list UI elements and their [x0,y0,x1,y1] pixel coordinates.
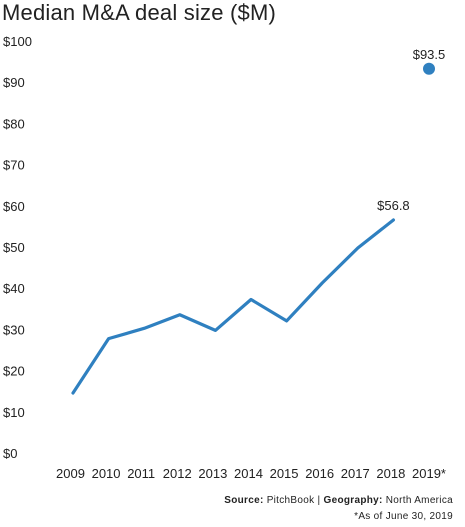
x-tick-label: 2017 [341,466,370,481]
chart-title: Median M&A deal size ($M) [2,0,276,25]
data-label: $93.5 [413,47,446,62]
x-tick-label: 2009 [56,466,85,481]
y-tick-label: $60 [3,199,25,214]
x-axis: 2009 2010 2011 2012 2013 2014 2015 2016 2017 2018… [56,466,446,481]
x-tick-label: 2010 [92,466,121,481]
x-tick-label: 2014 [234,466,263,481]
data-labels: $56.8 $93.5 [377,47,445,213]
y-tick-label: $40 [3,281,25,296]
data-point [423,62,435,75]
source-footnote: Source: PitchBook | Geography: North Ame… [224,495,453,506]
data-label: $56.8 [377,198,410,213]
y-tick-label: $90 [3,75,25,90]
x-tick-label: 2013 [198,466,227,481]
y-tick-label: $0 [3,446,17,461]
x-tick-label: 2012 [163,466,192,481]
geography-value: North America [385,495,453,506]
x-tick-label: 2018 [376,466,405,481]
x-tick-label: 2015 [270,466,299,481]
x-tick-label: 2016 [305,466,334,481]
y-tick-label: $20 [3,364,25,379]
y-tick-label: $80 [3,116,25,131]
x-tick-label: 2011 [127,466,155,481]
source-value: PitchBook [266,495,315,506]
geography-label: Geography: [323,495,383,506]
series-line [71,218,395,395]
y-tick-label: $10 [3,405,25,420]
series [71,62,435,395]
y-tick-label: $50 [3,240,25,255]
x-tick-label: 2019* [412,466,446,481]
source-separator: | [317,495,321,506]
source-label: Source: [224,495,264,506]
y-tick-label: $100 [3,34,32,49]
as-of-note: *As of June 30, 2019 [354,511,453,522]
y-tick-label: $70 [3,158,25,173]
y-axis: $0 $10 $20 $30 $40 $50 $60 $70 $80 $90 $100 [3,34,32,461]
y-tick-label: $30 [3,322,25,337]
line-chart: $0$10$20$30$40$50$60$70$80$90$100 2009 20… [3,34,446,481]
